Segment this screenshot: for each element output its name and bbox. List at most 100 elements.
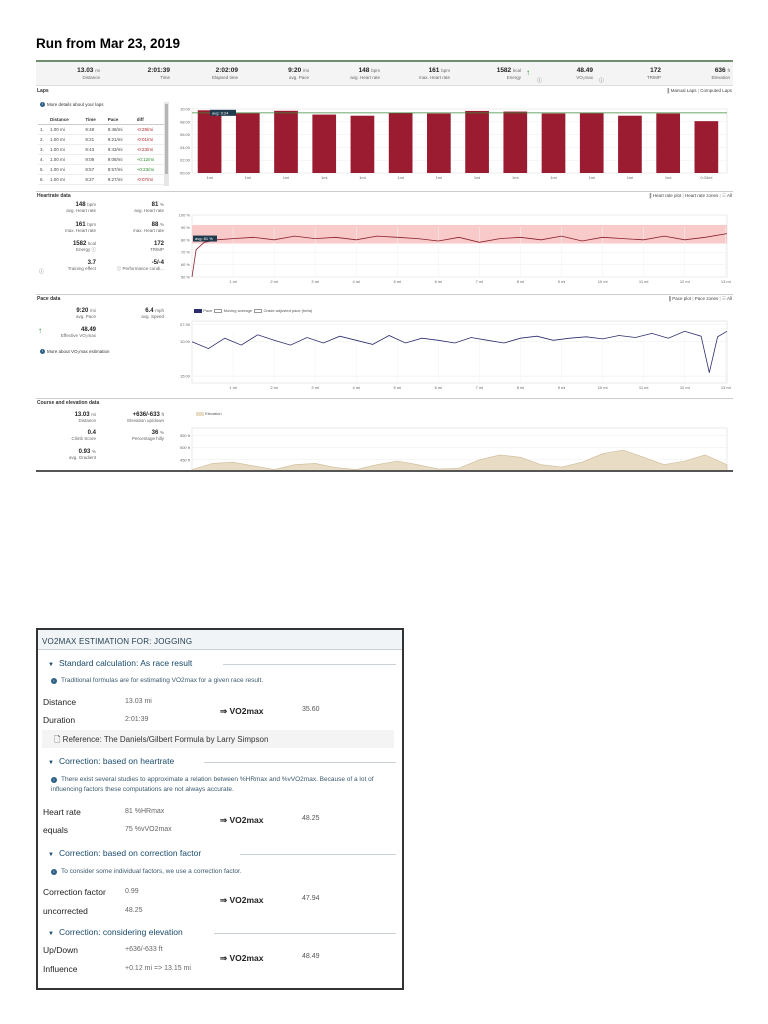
x-tick-label: 3 mi [311, 385, 319, 390]
section-elevation[interactable]: ▼ Correction: considering elevation [38, 927, 402, 941]
tab-computed-laps[interactable]: Computed Laps [700, 88, 732, 93]
pace-title: Pace data [37, 296, 61, 302]
x-tick-label: 1mi [627, 175, 634, 180]
table-row[interactable]: 6. 1.00 mi 9:27 9:27/mi -0:07/mi [38, 174, 168, 185]
laps-tabs: ▌Manual Laps | Computed Laps [667, 88, 732, 93]
plot-area [191, 214, 728, 278]
x-tick-label: 1mi [321, 175, 328, 180]
y-tick-label: 10:00 [180, 107, 191, 112]
section-note: i To consider some individual factors, we… [51, 867, 399, 877]
x-tick-label: 0.03mi [700, 175, 712, 180]
col-diff[interactable]: diff [134, 115, 168, 125]
table-row[interactable]: 3. 1.00 mi 9:43 9:43/mi -0:23/mi [38, 144, 168, 155]
pace-avg: 9:20 /mi avg. Pace [75, 308, 96, 319]
result-value: 47.94 [302, 895, 320, 902]
lap-bar [503, 111, 528, 173]
course-climb-score: 0.4 Climb Score [71, 430, 96, 441]
energy-info-icon[interactable]: ⓘ [537, 78, 543, 84]
lap-bar [427, 113, 451, 173]
y-tick-label: 450 ft [180, 457, 191, 462]
tab-heart-rate-zones[interactable]: Heart rate zones [684, 193, 719, 198]
y-tick-label: 02:00 [180, 158, 191, 163]
table-row[interactable]: 2. 1.00 mi 9:21 9:21/mi -0:01/mi [38, 134, 168, 145]
summary-elapsed: 2:02:09 Elapsed time [211, 67, 238, 80]
x-tick-label: 1mi [397, 175, 404, 180]
x-tick-label: 8 mi [517, 279, 525, 284]
x-tick-label: 13 mi [721, 279, 731, 284]
tab-pace-all[interactable]: All [726, 296, 732, 301]
tab-heart-rate-plot[interactable]: Heart rate plot [652, 193, 682, 198]
tab-pace-plot[interactable]: Pace plot [672, 296, 692, 301]
laps-scrollbar[interactable] [164, 102, 169, 186]
y-tick-label: 08:00 [180, 119, 191, 124]
summary-pace: 9:20 /mi avg. Pace [288, 67, 309, 80]
col-pace[interactable]: Pace [105, 115, 135, 125]
pace-chart: 07:30 10:00 15:00 1 mi 2 mi 3 mi 4 mi 5 mi 6 mi 7… [180, 320, 731, 390]
summary-distance: 13.03 mi Distance [77, 67, 100, 80]
lap-bar [235, 113, 260, 173]
vo2max-more-link[interactable]: i More about VO₂max estimation [40, 349, 110, 355]
tab-pace-zones[interactable]: Pace zones [694, 296, 719, 301]
caret-down-icon: ▼ [48, 760, 54, 766]
info-icon: i [40, 349, 45, 355]
course-percentage-hilly: 36 % Percentage hilly [131, 430, 164, 441]
legend-swatch-grade-adjusted[interactable] [254, 308, 263, 313]
x-tick-label: 9 mi [558, 385, 566, 390]
training-info-icon[interactable]: ⓘ [39, 269, 45, 275]
table-row[interactable]: 1. 1.00 mi 9:48 9:48/mi -0:28/mi [38, 124, 168, 135]
tab-manual-laps[interactable]: Manual Laps [670, 88, 697, 93]
value-distance: 13.03 mi [125, 698, 152, 705]
x-tick-label: 1 mi [229, 385, 237, 390]
label-equals: equals [43, 825, 69, 835]
x-tick-label: 3 mi [311, 279, 319, 284]
lap-bar [274, 110, 298, 173]
x-tick-label: 6 mi [435, 279, 443, 284]
result-value: 48.49 [302, 953, 320, 960]
energy-info-icon[interactable]: ⓘ [91, 247, 97, 252]
section-standard-calculation[interactable]: ▼ Standard calculation: As race result [38, 658, 402, 672]
summary-trimp: 172 TRIMP [647, 67, 661, 80]
document-icon: 🗋 [54, 735, 61, 744]
result-label: ⇒ VO2max [220, 815, 264, 825]
x-tick-label: 1mi [359, 175, 366, 180]
caret-down-icon: ▼ [48, 852, 54, 858]
pace-line [191, 330, 728, 373]
caret-down-icon: ▼ [48, 662, 54, 668]
table-row[interactable]: 5. 1.00 mi 8:57 8:57/mi +0:23/mi [38, 164, 168, 175]
x-tick-label: 1mi [474, 175, 481, 180]
legend-swatch-elevation[interactable] [196, 411, 204, 416]
pace-avg-speed: 6.4 mph avg. Speed [141, 308, 164, 319]
summary-time: 2:01:39 Time [147, 67, 170, 80]
x-tick-label: 8 mi [517, 385, 525, 390]
x-tick-label: 1mi [512, 175, 519, 180]
result-label: ⇒ VO2max [220, 895, 264, 905]
section-correction-factor[interactable]: ▼ Correction: based on correction factor [38, 848, 402, 862]
legend-swatch-pace[interactable] [194, 308, 202, 313]
section-heartrate[interactable]: ▼ Correction: based on heartrate [38, 756, 402, 770]
vo2max-info-icon[interactable]: ⓘ [599, 78, 605, 84]
course-elevation-updown: +636/-633 ft Elevation up/down [127, 412, 164, 423]
x-tick-label: 9 mi [558, 279, 566, 284]
reference-row: 🗋 Reference: The Daniels/Gilbert Formula… [42, 730, 394, 748]
legend-swatch-moving-average[interactable] [214, 308, 223, 313]
laps-more-link[interactable]: i More details about your laps [40, 102, 104, 108]
x-tick-label: 1mi [283, 175, 290, 180]
value-influence: +0.12 mi => 13.15 mi [125, 965, 191, 972]
x-tick-label: 11 mi [639, 279, 649, 284]
elevation-chart: 550 ft 500 ft 450 ft [180, 427, 728, 470]
tab-heart-rate-all[interactable]: All [726, 193, 732, 198]
hr-max-bpm: 161 bpm max. Heart rate [64, 222, 96, 233]
elevation-legend: Elevation [196, 411, 222, 416]
laps-bar-chart: 10:00 08:00 06:00 04:00 02:00 00:00 1mi 1mi 1mi 1… [180, 107, 728, 180]
col-time[interactable]: Time [83, 115, 106, 125]
value-heart-rate: 81 %HRmax [125, 808, 165, 815]
hr-avg-pct: 81 % avg. Heart rate [134, 202, 164, 213]
pace-tabs: ▌Pace plot | Pace zones | ☰ All [669, 296, 732, 301]
x-tick-label: 10 mi [598, 385, 608, 390]
summary-max-hr: 161 bpm max. Heart rate [418, 67, 450, 80]
col-distance[interactable]: Distance [48, 115, 84, 125]
table-row[interactable]: 4. 1.00 mi 9:08 9:08/mi +0:12/mi [38, 154, 168, 165]
label-uncorrected: uncorrected [43, 906, 88, 916]
info-icon: i [51, 869, 57, 875]
x-tick-label: 11 mi [639, 385, 649, 390]
